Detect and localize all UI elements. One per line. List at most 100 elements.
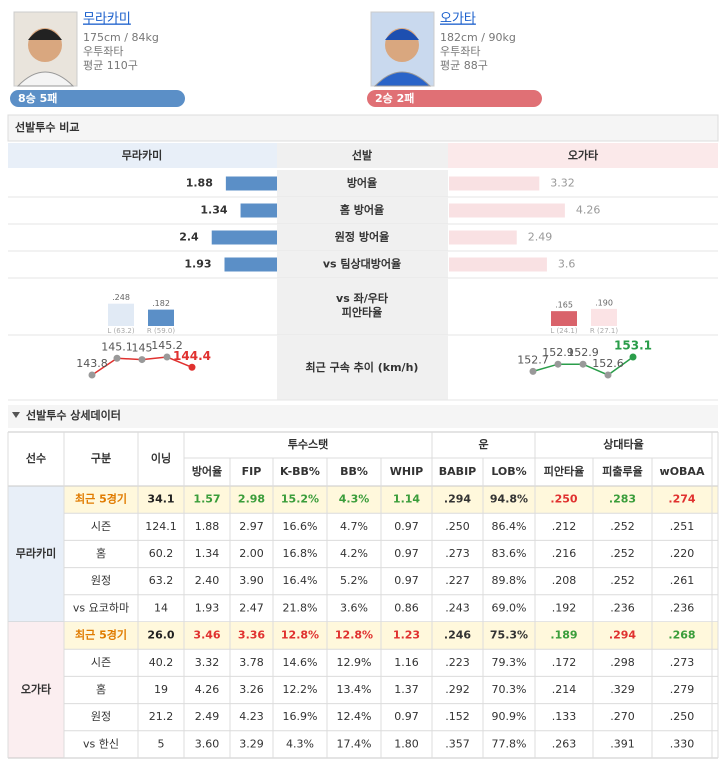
cell-bg	[277, 335, 448, 400]
column-header: LOB%	[491, 465, 526, 478]
cell-value: 86.4%	[492, 520, 527, 533]
row-label: 방어율	[347, 176, 377, 190]
velocity-label: 152.7	[517, 353, 549, 366]
bar	[224, 257, 277, 272]
row-label: vs 팀상대방어율	[323, 257, 401, 271]
pitcher-hand: 우투좌타	[440, 45, 480, 58]
cell-value: 3.46	[193, 629, 220, 642]
cell-value: 19	[154, 683, 168, 696]
photo-body	[373, 71, 432, 87]
cell-value: .133	[552, 710, 577, 723]
cell-value: .236	[670, 601, 695, 614]
cell-value: .246	[444, 629, 471, 642]
pitcher-name[interactable]: 무라카미	[83, 12, 131, 27]
velocity-point	[138, 356, 146, 364]
split-sample: R (59.0)	[147, 327, 175, 335]
velocity-point	[579, 360, 587, 368]
split-bar	[551, 311, 577, 326]
bar	[449, 203, 565, 218]
cell-value: 13.4%	[337, 683, 372, 696]
velocity-point	[188, 363, 196, 371]
pitcher-name[interactable]: 오가타	[440, 12, 476, 27]
cell-value: 1.34	[195, 547, 220, 560]
cell-value: .263	[552, 737, 577, 750]
section-title: 선발투수 비교	[15, 120, 80, 134]
cell-value: .214	[552, 683, 577, 696]
cell-bg	[277, 197, 448, 224]
bar	[449, 176, 540, 191]
cell-value: 3.90	[239, 574, 264, 587]
record-bar	[10, 90, 185, 107]
cell-value: 90.9%	[492, 710, 527, 723]
cell-value: .252	[610, 574, 635, 587]
cell-value: 0.97	[394, 547, 419, 560]
velocity-point	[529, 367, 537, 375]
cell-bg	[277, 278, 448, 335]
cell-value: 16.8%	[283, 547, 318, 560]
cell-value: 14.6%	[283, 656, 318, 669]
cell-value: 124.1	[145, 520, 177, 533]
row-label: 피안타율	[342, 305, 382, 319]
cell-value: 1.23	[393, 629, 420, 642]
split-label: 시즌	[91, 656, 111, 669]
cell-value: 1.93	[195, 601, 220, 614]
cell-value: 12.2%	[283, 683, 318, 696]
velocity-label: 153.1	[614, 339, 652, 353]
column-header: WHIP	[390, 465, 424, 478]
cell-value: .268	[668, 629, 695, 642]
split-sample: L (24.1)	[550, 327, 577, 335]
column-header: 선수	[26, 451, 46, 465]
player-name: 오가타	[21, 682, 52, 696]
photo-body	[16, 71, 75, 87]
collapse-icon[interactable]	[12, 412, 20, 418]
highlight-row	[64, 486, 718, 514]
cell-value: 79.3%	[492, 656, 527, 669]
split-sample: L (63.2)	[107, 327, 134, 335]
cell-value: .294	[444, 493, 471, 506]
cell-value: 1.37	[394, 683, 419, 696]
value-label: 3.32	[550, 177, 575, 190]
cell-value: .189	[550, 629, 577, 642]
cell-value: .279	[670, 683, 695, 696]
cell-value: .227	[445, 574, 470, 587]
cell-value: .252	[610, 520, 635, 533]
velocity-label: 144.4	[173, 349, 211, 363]
cell-value: 34.1	[147, 493, 174, 506]
cell-value: 89.8%	[492, 574, 527, 587]
bar	[240, 203, 277, 218]
value-label: 3.6	[558, 258, 576, 271]
bar	[449, 230, 517, 245]
record: 8승 5패	[18, 91, 57, 105]
cell-value: 1.16	[394, 656, 419, 669]
split-label: vs 요코하마	[73, 600, 129, 614]
cell-value: 1.88	[195, 520, 220, 533]
split-bar	[148, 309, 174, 326]
cell-value: 3.32	[195, 656, 220, 669]
cell-bg	[448, 143, 718, 168]
cell-value: 21.8%	[283, 601, 318, 614]
split-bar	[591, 308, 617, 326]
cell-value: 0.97	[394, 574, 419, 587]
split-label: 최근 5경기	[75, 492, 127, 506]
section-header	[8, 405, 718, 428]
value-label: 2.49	[528, 231, 553, 244]
split-label: 홈	[96, 546, 106, 560]
group-header: 운	[478, 438, 488, 451]
row-label: 원정 방어율	[335, 230, 389, 244]
bar	[211, 230, 277, 245]
cell-bg	[277, 251, 448, 278]
velocity-label: 143.8	[76, 357, 108, 370]
cell-value: 3.6%	[340, 601, 368, 614]
cell-value: 21.2	[149, 710, 174, 723]
cell-value: 26.0	[147, 629, 174, 642]
pitcher-pitches: 평균 88구	[440, 59, 488, 72]
velocity-point	[604, 371, 612, 379]
cell-bg	[277, 170, 448, 197]
cell-value: .250	[445, 520, 470, 533]
column-header: 피안타율	[544, 464, 584, 478]
cell-value: 12.9%	[337, 656, 372, 669]
cell-value: .192	[552, 601, 577, 614]
cell-value: .252	[610, 547, 635, 560]
cell-value: .357	[445, 737, 470, 750]
